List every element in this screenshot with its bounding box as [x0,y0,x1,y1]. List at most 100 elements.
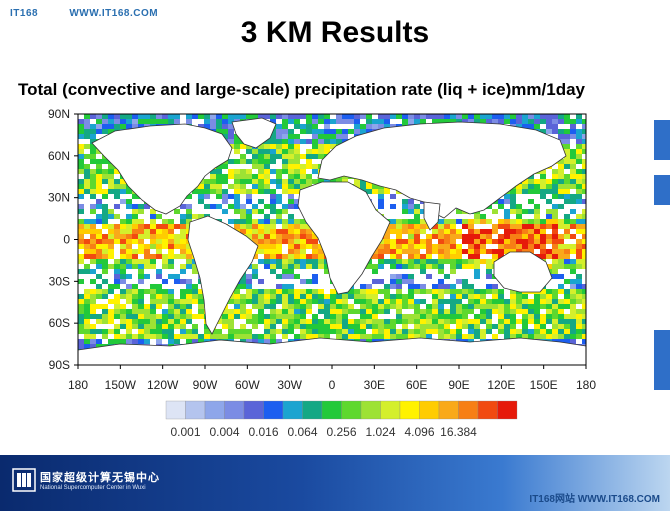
precip-cell [270,294,276,299]
precip-cell [294,149,300,154]
precip-cell [486,299,492,304]
precip-cell [108,169,114,174]
precip-cell [378,329,384,334]
precip-cell [300,249,306,254]
precip-cell [306,149,312,154]
precip-cell [144,309,150,314]
precip-cell [276,124,282,129]
precip-cell [552,179,558,184]
precip-cell [528,314,534,319]
precip-cell [378,309,384,314]
precip-cell [150,254,156,259]
precip-cell [468,239,474,244]
precip-cell [210,114,216,119]
precip-cell [408,229,414,234]
precip-cell [564,214,570,219]
precip-cell [114,224,120,229]
precip-cell [540,329,546,334]
precip-cell [84,264,90,269]
precip-cell [156,244,162,249]
precip-cell [432,324,438,329]
precip-cell [240,204,246,209]
precip-cell [252,174,258,179]
precip-cell [480,249,486,254]
precip-cell [210,184,216,189]
precip-cell [270,134,276,139]
precip-cell [258,304,264,309]
precip-cell [522,229,528,234]
precip-cell [426,234,432,239]
precip-cell [534,294,540,299]
precip-cell [372,184,378,189]
precip-cell [186,244,192,249]
precip-cell [450,264,456,269]
precip-cell [264,264,270,269]
precip-cell [120,254,126,259]
precip-cell [396,319,402,324]
precip-cell [402,199,408,204]
precip-cell [534,114,540,119]
precip-cell [156,299,162,304]
precip-cell [576,139,582,144]
continent-outlines [78,117,586,365]
precip-cell [558,129,564,134]
precip-cell [558,254,564,259]
precip-cell [234,149,240,154]
precip-cell [138,319,144,324]
precip-cell [276,294,282,299]
precip-cell [498,249,504,254]
precip-cell [282,319,288,324]
precip-cell [264,299,270,304]
precip-cell [294,289,300,294]
precip-cell [162,114,168,119]
precip-cell [330,309,336,314]
precip-cell [288,284,294,289]
precip-cell [510,244,516,249]
precip-cell [78,149,84,154]
precip-cell [360,309,366,314]
colorbar-swatch [185,400,206,420]
precip-cell [462,319,468,324]
precip-cell [186,299,192,304]
precip-cell [468,219,474,224]
precip-cell [558,234,564,239]
precip-cell [420,259,426,264]
precip-cell [186,264,192,269]
precip-cell [342,294,348,299]
precip-cell [576,179,582,184]
precip-cell [294,324,300,329]
precip-cell [528,124,534,129]
precip-cell [84,169,90,174]
precip-cell [546,214,552,219]
precip-cell [78,279,84,284]
precip-cell [282,274,288,279]
precip-cell [576,264,582,269]
precip-cell [276,264,282,269]
precip-cell [168,239,174,244]
precip-cell [114,189,120,194]
precip-cell [570,289,576,294]
precip-cell [174,324,180,329]
precip-cell [216,174,222,179]
precip-cell [168,314,174,319]
precip-cell [540,174,546,179]
precip-cell [96,184,102,189]
precip-cell [144,314,150,319]
precip-cell [510,249,516,254]
precip-cell [270,334,276,339]
precip-cell [294,219,300,224]
precip-cell [132,289,138,294]
precip-cell [138,114,144,119]
precip-cell [108,289,114,294]
precip-cell [144,329,150,334]
precip-cell [186,304,192,309]
precip-cell [312,289,318,294]
precip-cell [504,119,510,124]
precip-cell [498,294,504,299]
precip-cell [222,119,228,124]
precip-cell [204,334,210,339]
colorbar-swatch [360,400,381,420]
precip-cell [294,314,300,319]
precip-cell [510,114,516,119]
precip-cell [516,334,522,339]
